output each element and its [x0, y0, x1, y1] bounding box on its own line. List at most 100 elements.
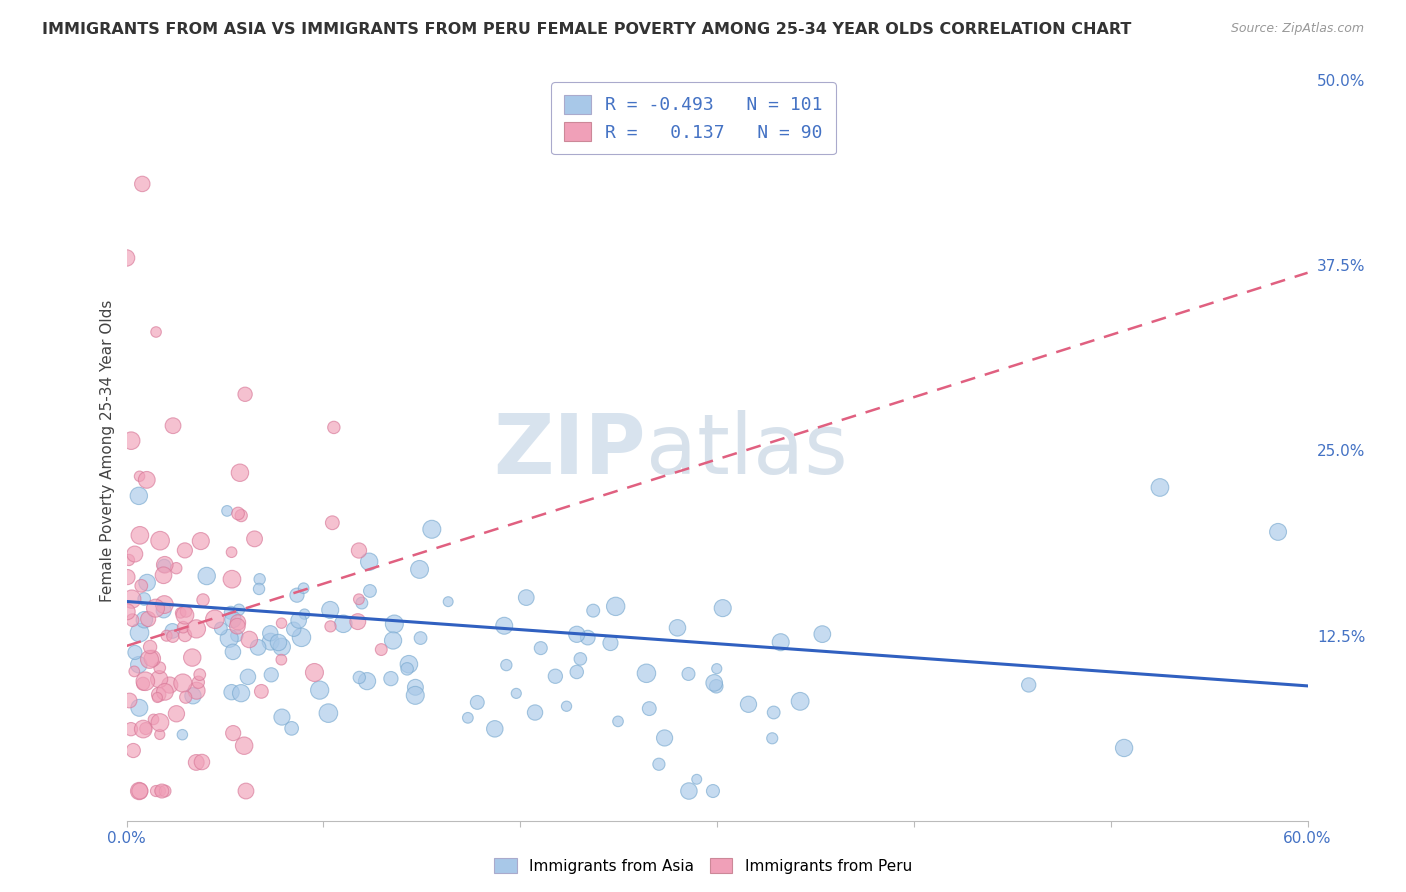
Point: [229, 686, 252, 700]
Point: [146, 690, 169, 705]
Point: [761, 731, 783, 746]
Point: [1018, 678, 1040, 692]
Point: [259, 626, 281, 640]
Point: [162, 418, 184, 433]
Point: [141, 651, 163, 665]
Point: [678, 667, 700, 681]
Point: [409, 631, 432, 645]
Point: [582, 604, 605, 618]
Point: [221, 685, 243, 699]
Point: [204, 612, 226, 626]
Point: [121, 613, 143, 627]
Point: [243, 532, 266, 546]
Point: [186, 683, 208, 698]
Point: [217, 504, 239, 518]
Point: [322, 420, 344, 434]
Point: [544, 669, 567, 683]
Point: [231, 508, 253, 523]
Point: [221, 572, 243, 586]
Point: [152, 603, 174, 617]
Point: [457, 711, 479, 725]
Point: [118, 693, 141, 707]
Point: [811, 627, 834, 641]
Point: [380, 672, 402, 686]
Point: [153, 685, 176, 699]
Point: [711, 601, 734, 615]
Point: [226, 615, 249, 630]
Point: [308, 683, 330, 698]
Point: [228, 603, 250, 617]
Point: [1149, 480, 1171, 494]
Point: [555, 699, 578, 714]
Point: [128, 625, 150, 640]
Point: [128, 528, 150, 542]
Point: [238, 632, 260, 647]
Point: [124, 665, 146, 679]
Point: [136, 575, 159, 590]
Point: [347, 543, 370, 558]
Point: [128, 701, 150, 715]
Point: [128, 784, 150, 798]
Point: [494, 619, 516, 633]
Point: [1267, 524, 1289, 539]
Point: [191, 755, 214, 769]
Point: [128, 784, 150, 798]
Point: [124, 645, 146, 659]
Point: [115, 251, 138, 265]
Point: [148, 672, 170, 686]
Point: [465, 695, 488, 709]
Point: [155, 629, 177, 643]
Point: [120, 722, 142, 736]
Point: [148, 688, 170, 702]
Point: [115, 605, 138, 619]
Point: [172, 676, 194, 690]
Point: [495, 658, 517, 673]
Point: [136, 612, 159, 626]
Point: [172, 728, 194, 742]
Point: [332, 616, 354, 631]
Point: [704, 679, 727, 693]
Point: [565, 665, 588, 679]
Point: [118, 553, 141, 567]
Point: [420, 522, 443, 536]
Point: [638, 701, 661, 715]
Point: [233, 387, 256, 401]
Point: [173, 543, 195, 558]
Point: [505, 686, 527, 700]
Point: [162, 624, 184, 638]
Point: [350, 596, 373, 610]
Point: [153, 558, 176, 572]
Point: [404, 681, 426, 695]
Point: [152, 568, 174, 582]
Point: [134, 592, 156, 607]
Point: [149, 715, 172, 730]
Point: [524, 706, 547, 720]
Point: [159, 678, 181, 692]
Point: [165, 561, 187, 575]
Point: [569, 652, 592, 666]
Point: [678, 784, 700, 798]
Point: [270, 653, 292, 667]
Legend: Immigrants from Asia, Immigrants from Peru: Immigrants from Asia, Immigrants from Pe…: [488, 852, 918, 880]
Point: [222, 645, 245, 659]
Point: [702, 784, 724, 798]
Point: [287, 614, 309, 628]
Legend: R = -0.493   N = 101, R =   0.137   N = 90: R = -0.493 N = 101, R = 0.137 N = 90: [551, 82, 835, 154]
Text: ZIP: ZIP: [494, 410, 647, 491]
Point: [398, 657, 420, 672]
Point: [267, 635, 290, 649]
Point: [304, 665, 326, 680]
Point: [162, 629, 184, 643]
Point: [128, 489, 150, 503]
Point: [294, 607, 316, 621]
Point: [636, 666, 658, 681]
Point: [654, 731, 676, 745]
Point: [404, 689, 426, 703]
Point: [149, 661, 172, 675]
Point: [259, 634, 281, 648]
Point: [235, 784, 257, 798]
Point: [222, 613, 245, 627]
Point: [165, 706, 187, 721]
Point: [233, 739, 256, 753]
Point: [117, 570, 139, 584]
